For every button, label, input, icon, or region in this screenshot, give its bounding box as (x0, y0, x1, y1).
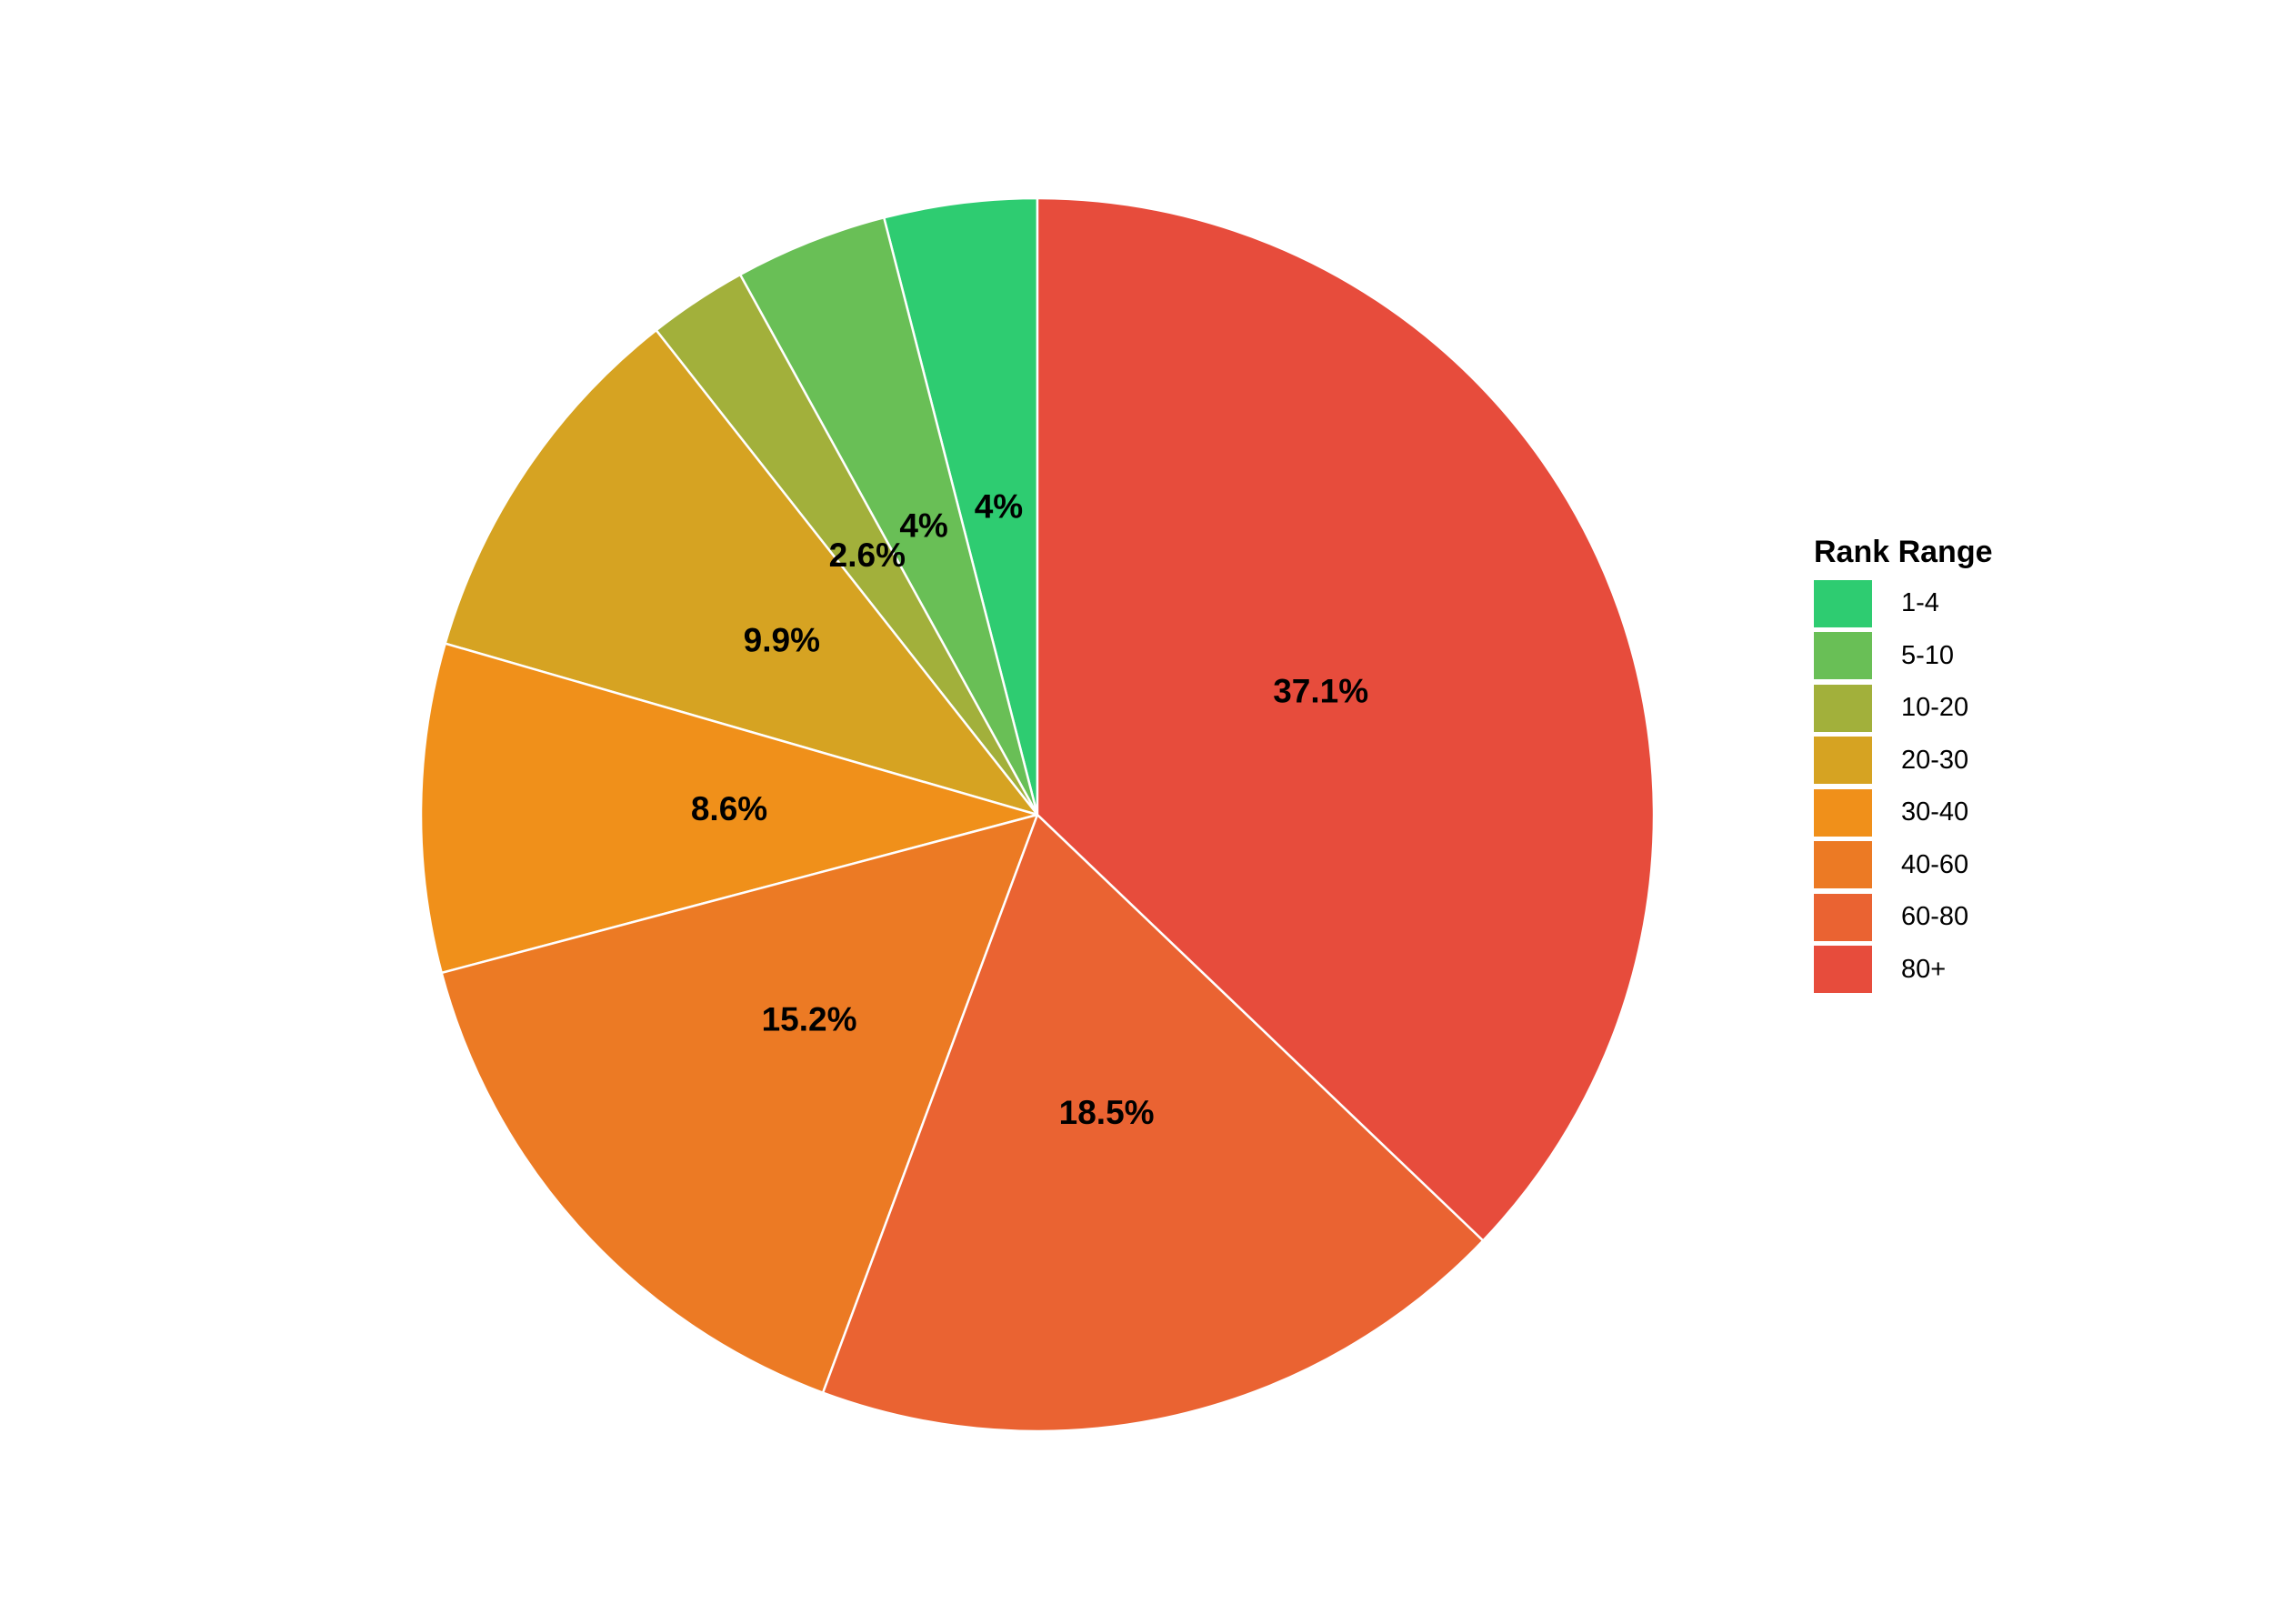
legend-title: Rank Range (1814, 535, 1993, 569)
legend-label: 40-60 (1901, 849, 1969, 879)
legend-label: 10-20 (1901, 693, 1969, 723)
legend-label: 1-4 (1901, 588, 1939, 618)
legend-item: 20-30 (1814, 735, 1993, 787)
legend-item: 80+ (1814, 944, 1993, 997)
legend-item: 10-20 (1814, 682, 1993, 735)
legend-label: 60-80 (1901, 902, 1969, 932)
pie-slice-60-80 (821, 812, 1485, 1433)
legend-item: 30-40 (1814, 787, 1993, 839)
legend-item: 40-60 (1814, 839, 1993, 892)
legend-item: 5-10 (1814, 630, 1993, 683)
legend-label: 30-40 (1901, 797, 1969, 827)
pie-slice-30-40 (419, 642, 1042, 975)
legend-item: 60-80 (1814, 891, 1993, 944)
slice-data-label: 2.6% (829, 536, 906, 574)
slice-data-label: 37.1% (1273, 672, 1368, 709)
slice-data-label: 4% (899, 507, 947, 545)
legend-label: 5-10 (1901, 640, 1955, 670)
legend-label: 20-30 (1901, 745, 1969, 775)
legend-swatch (1814, 737, 1872, 785)
legend-swatch (1814, 946, 1872, 994)
slice-data-label: 4% (975, 487, 1023, 525)
pie-slice-80+ (1036, 196, 1656, 1243)
slice-data-label: 18.5% (1059, 1094, 1155, 1131)
pie-slice-40-60 (440, 813, 1040, 1395)
pie-slice-20-30 (444, 328, 1041, 817)
legend-item: 1-4 (1814, 577, 1993, 630)
legend-swatch (1814, 632, 1872, 680)
slice-data-label: 15.2% (762, 1001, 857, 1038)
legend-swatch (1814, 684, 1872, 732)
slice-data-label: 8.6% (691, 790, 767, 827)
legend-swatch (1814, 579, 1872, 627)
legend-swatch (1814, 788, 1872, 837)
legend: Rank Range 1-4 5-10 10-20 20-30 30-40 40-60 60… (1814, 535, 1993, 996)
legend-swatch (1814, 893, 1872, 941)
slice-data-label: 9.9% (744, 621, 820, 658)
legend-label: 80+ (1901, 954, 1947, 984)
legend-swatch (1814, 841, 1872, 889)
